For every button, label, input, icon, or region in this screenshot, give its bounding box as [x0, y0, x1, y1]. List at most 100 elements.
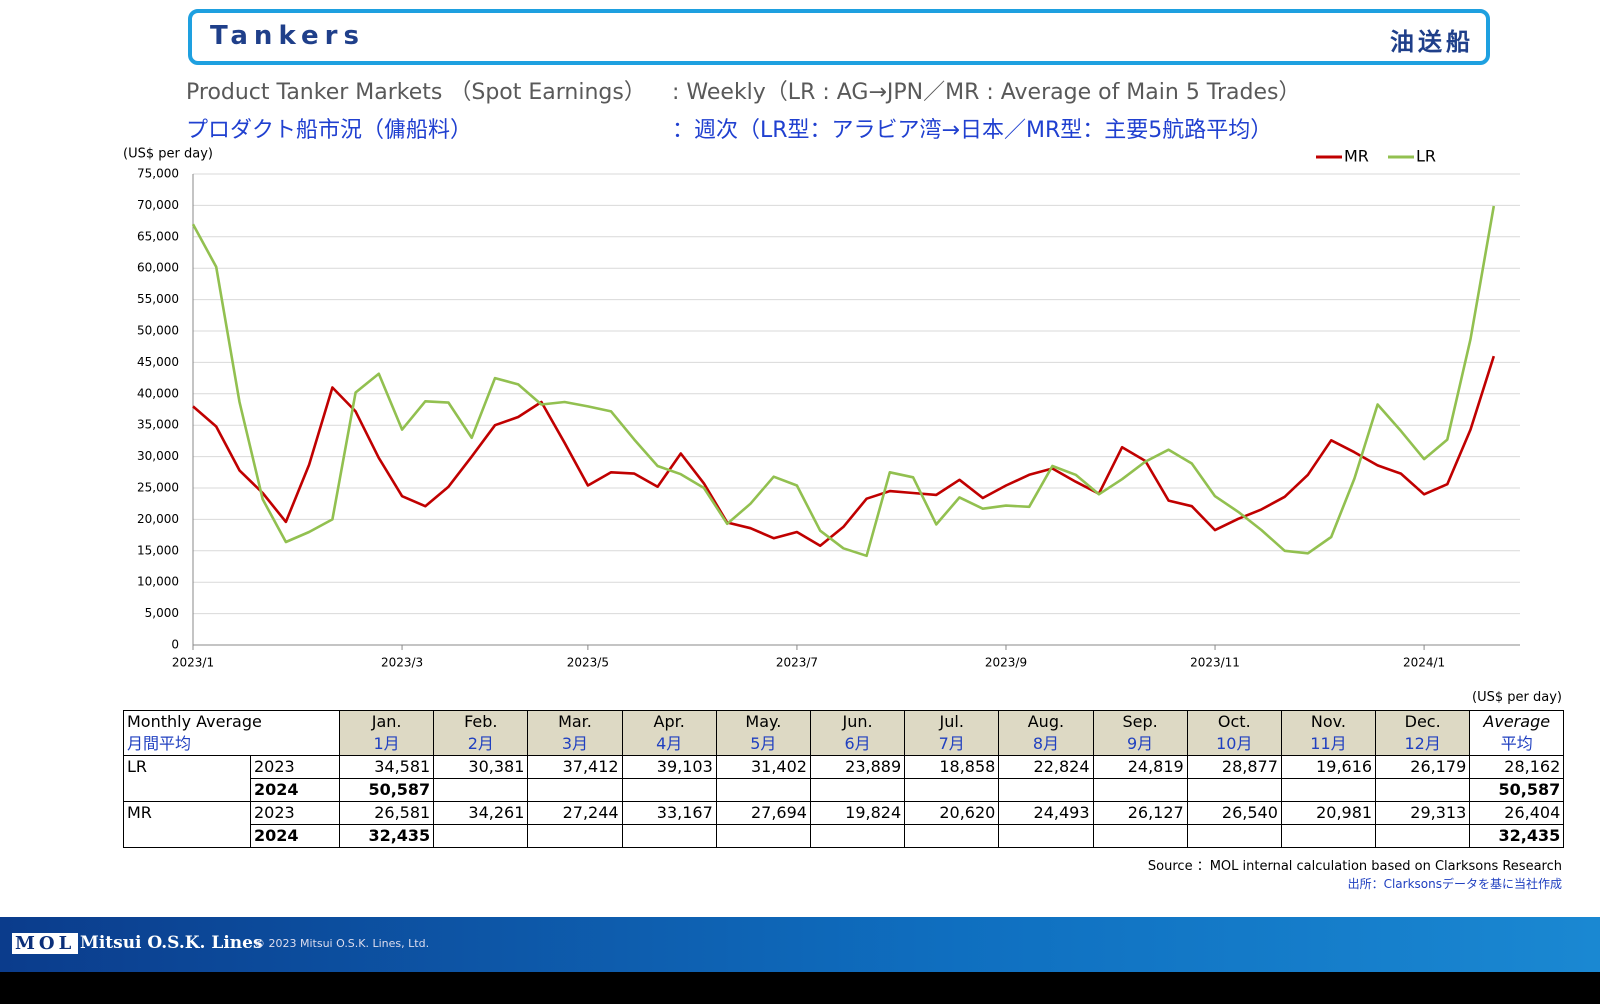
x-tick-label: 2023/11 [1190, 656, 1240, 670]
cell-value: 50,587 [338, 778, 435, 802]
cell-empty [809, 778, 906, 802]
cell-value: 20,620 [904, 801, 1000, 825]
month-label: Jun. [842, 712, 873, 731]
month-label-ja: 11月 [1310, 734, 1347, 753]
cell-empty [1375, 824, 1471, 848]
cell-empty [1280, 778, 1377, 802]
y-tick-label: 30,000 [137, 449, 179, 463]
cell-empty [621, 778, 717, 802]
cell-value: 26,127 [1092, 801, 1188, 825]
month-header: Sep. 9月 [1092, 710, 1188, 756]
month-label: Aug. [1027, 712, 1065, 731]
data-table: Monthly Average 月間平均 Jan. 1月 Feb. 2月 Mar. 3月 Apr… [123, 710, 1565, 848]
cell-value: 34,261 [433, 801, 529, 825]
source: Source ：MOL internal calculation based o… [1147, 859, 1562, 874]
corner-label-ja: 月間平均 [127, 734, 192, 753]
y-tick-label: 5,000 [145, 606, 179, 620]
cell-value: 19,824 [809, 801, 906, 825]
month-label-ja: 7月 [938, 734, 965, 753]
month-header: Dec. 12月 [1375, 710, 1471, 756]
cell-value: 26,540 [1186, 801, 1282, 825]
month-label-ja: 2月 [467, 734, 494, 753]
footer-bar [0, 972, 1600, 1004]
month-label-ja: 1月 [373, 734, 400, 753]
month-header: Aug. 8月 [998, 710, 1094, 756]
month-label: Oct. [1217, 712, 1251, 731]
month-label: Jul. [939, 712, 964, 731]
cell-average: 28,162 [1469, 755, 1565, 779]
month-label-ja: 4月 [656, 734, 683, 753]
cell-average: 26,404 [1469, 801, 1565, 825]
month-header: May. 5月 [715, 710, 811, 756]
cell-value: 26,179 [1375, 755, 1471, 779]
month-header: Oct. 10月 [1186, 710, 1282, 756]
cell-empty [1186, 824, 1282, 848]
line-series [192, 355, 1496, 548]
company: Mitsui O.S.K. Lines [80, 933, 263, 953]
y-axis-label: (US$ per day) [123, 147, 213, 162]
cell-value: 39,103 [621, 755, 717, 779]
subtitle: : Weekly（LR : AG→JPN／MR : Average of Mai… [672, 80, 1301, 105]
month-header: Feb. 2月 [433, 710, 529, 756]
title: Tankers [210, 21, 365, 51]
month-header: Jun. 6月 [809, 710, 906, 756]
cell-value: 27,694 [715, 801, 811, 825]
x-tick-label: 2024/1 [1403, 656, 1445, 670]
row-group: LR [123, 755, 251, 802]
cell-empty [904, 778, 1000, 802]
month-label: Feb. [464, 712, 498, 731]
row-year: 2023 [250, 755, 340, 779]
cell-empty [621, 824, 717, 848]
cell-value: 34,581 [338, 755, 435, 779]
month-header: Mar. 3月 [527, 710, 623, 756]
cell-value: 19,616 [1280, 755, 1377, 779]
cell-empty [433, 824, 529, 848]
cell-value: 33,167 [621, 801, 717, 825]
cell-empty [527, 824, 623, 848]
cell-empty [433, 778, 529, 802]
cell-value: 26,581 [338, 801, 435, 825]
subtitle: ：週次（LR型：アラビア湾→日本／MR型：主要5航路平均） [672, 118, 1273, 143]
y-tick-label: 60,000 [137, 261, 179, 275]
cell-value: 29,313 [1375, 801, 1471, 825]
y-tick-label: 0 [171, 638, 179, 652]
month-header: Jan. 1月 [338, 710, 435, 756]
y-tick-label: 50,000 [137, 324, 179, 338]
copyright: © 2023 Mitsui O.S.K. Lines, Ltd. [254, 937, 430, 950]
y-tick-label: 15,000 [137, 543, 179, 557]
cell-empty [1375, 778, 1471, 802]
corner-label: Monthly Average [127, 712, 262, 731]
cell-value: 32,435 [338, 824, 435, 848]
cell-empty [715, 778, 811, 802]
month-header: Nov. 11月 [1280, 710, 1377, 756]
y-tick-label: 45,000 [137, 355, 179, 369]
month-label: May. [745, 712, 782, 731]
subtitle: プロダクト船市況（傭船料） [186, 118, 473, 143]
y-tick-label: 25,000 [137, 481, 179, 495]
x-tick-label: 2023/1 [172, 656, 214, 670]
cell-empty [1186, 778, 1282, 802]
month-header: Apr. 4月 [621, 710, 717, 756]
line-series [191, 205, 1496, 558]
month-label: Jan. [371, 712, 402, 731]
title-ja: 油送船 [1390, 28, 1474, 56]
month-label-ja: 8月 [1032, 734, 1059, 753]
cell-empty [809, 824, 906, 848]
cell-empty [998, 778, 1094, 802]
chart: (US$ per day) 0 5,000 10,000 15,000 20,000 25… [123, 147, 1520, 670]
cell-value: 18,858 [904, 755, 1000, 779]
row-year: 2024 [250, 778, 340, 802]
cell-value: 28,877 [1186, 755, 1282, 779]
cell-empty [1092, 778, 1188, 802]
month-label: Sep. [1122, 712, 1158, 731]
table-unit: (US$ per day) [1472, 690, 1562, 705]
cell-value: 37,412 [527, 755, 623, 779]
month-label-ja: 9月 [1127, 734, 1154, 753]
header-row: Monthly Average 月間平均 Jan. 1月 Feb. 2月 Mar. 3月 Apr… [123, 710, 1565, 756]
cell-value: 23,889 [809, 755, 906, 779]
data-row: 2024 50,587 50,587 [124, 778, 1565, 802]
y-tick-label: 55,000 [137, 292, 179, 306]
legend-label: MR [1344, 147, 1369, 166]
average-header: Average 平均 [1469, 710, 1565, 756]
